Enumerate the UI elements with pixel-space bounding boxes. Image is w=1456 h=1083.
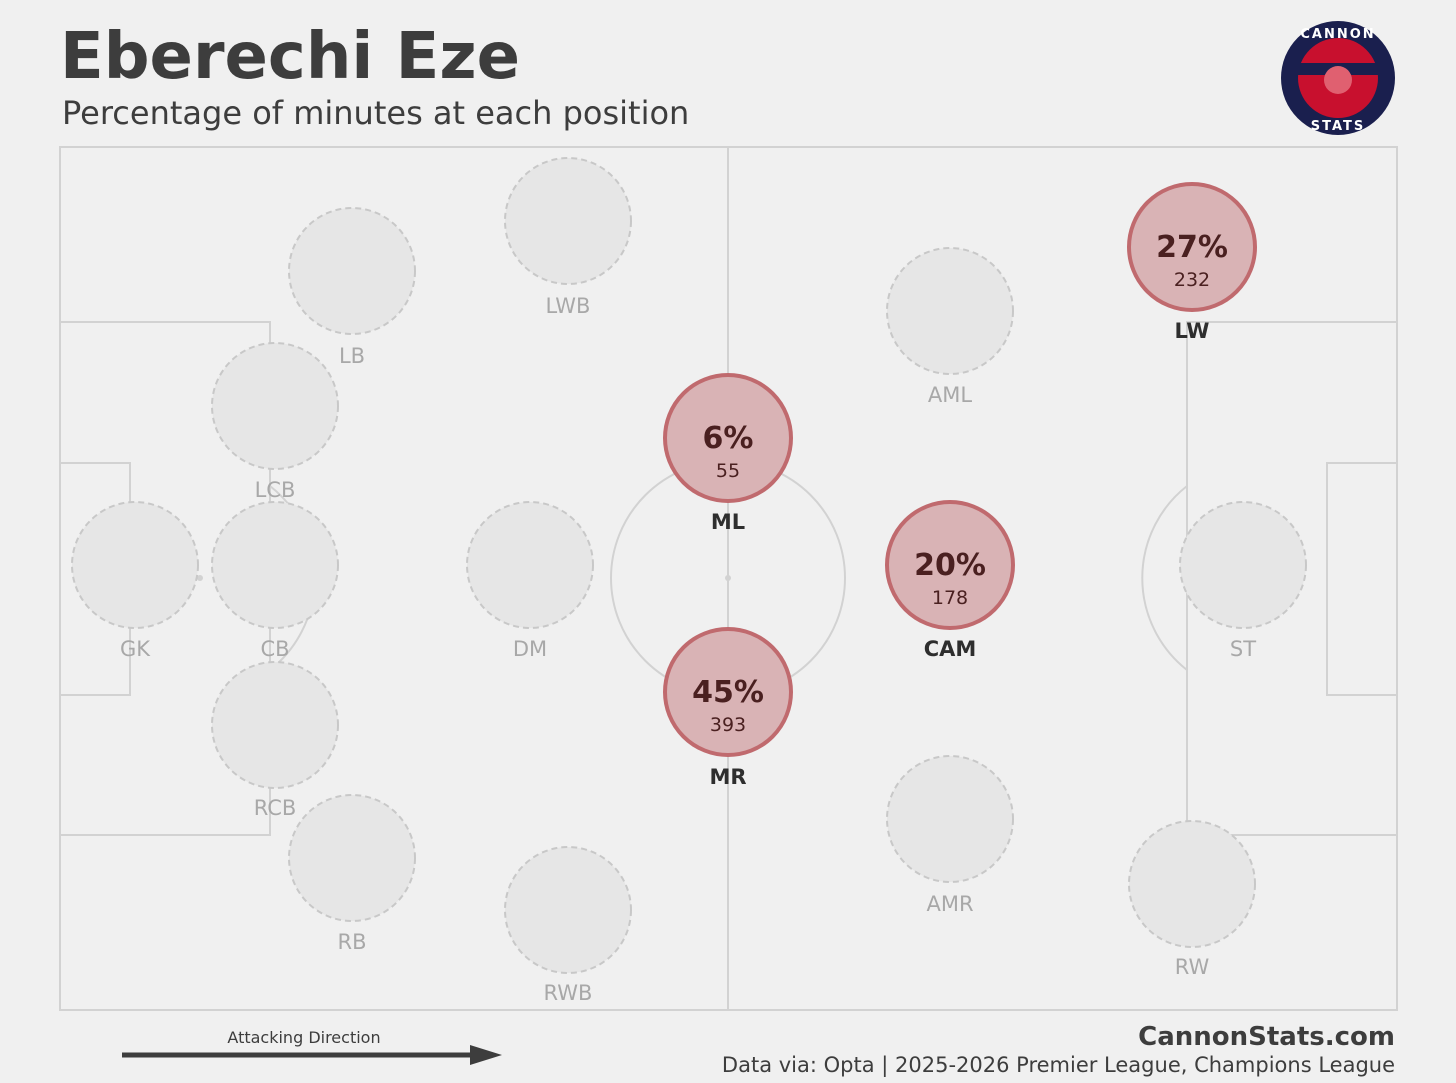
direction-label: Attacking Direction	[227, 1028, 380, 1047]
position-label: LCB	[255, 478, 296, 502]
title: Eberechi Eze	[60, 20, 520, 94]
position-circle	[71, 501, 199, 629]
logo-top: CANNON	[1300, 27, 1375, 42]
position-circle	[288, 794, 416, 922]
position-circle	[1179, 501, 1307, 629]
position-circle	[288, 207, 416, 335]
position-share: 20%	[914, 548, 986, 583]
site: CannonStats.com	[1138, 1022, 1395, 1052]
position-label: LW	[1175, 319, 1210, 343]
position-label: GK	[120, 637, 151, 661]
position-share: 45%	[692, 675, 764, 710]
logo-bottom: STATS	[1311, 119, 1366, 134]
position-circle-active	[885, 500, 1015, 630]
position-circle	[211, 501, 339, 629]
position-minutes: 232	[1174, 269, 1210, 291]
position-label: RCB	[254, 796, 297, 820]
position-label: AMR	[926, 892, 973, 916]
position-label: LB	[339, 344, 365, 368]
position-label: ST	[1230, 637, 1256, 661]
subtitle: Percentage of minutes at each position	[62, 94, 689, 132]
position-circle	[211, 342, 339, 470]
arrow-head	[470, 1045, 502, 1065]
position-circle	[211, 661, 339, 789]
right-arc	[1141, 485, 1188, 671]
position-circle	[466, 501, 594, 629]
position-minutes: 178	[932, 587, 968, 609]
position-circle-active	[1127, 182, 1257, 312]
source: Data via: Opta | 2025-2026 Premier Leagu…	[722, 1053, 1395, 1078]
position-share: 6%	[703, 421, 754, 456]
positions: GK LCB CB RCB LB RB LWB RWB DM ML 6% 55 MR 45% 393 AML C…	[71, 157, 1307, 1005]
position-label: LWB	[546, 294, 591, 318]
right-six	[1326, 462, 1398, 696]
logo: CANNON STATS	[1281, 21, 1395, 135]
position-label: CAM	[924, 637, 977, 661]
position-minutes: 55	[716, 460, 740, 482]
position-circle	[886, 755, 1014, 883]
position-label: DM	[513, 637, 547, 661]
position-circle-active	[663, 627, 793, 757]
position-circle-active	[663, 373, 793, 503]
position-label: CB	[260, 637, 289, 661]
position-circle	[1128, 820, 1256, 948]
position-label: ML	[711, 510, 745, 534]
position-label: AML	[928, 383, 972, 407]
position-label: RWB	[544, 981, 593, 1005]
center-spot	[725, 575, 731, 581]
position-share: 27%	[1156, 230, 1228, 265]
position-circle	[504, 157, 632, 285]
position-circle	[504, 846, 632, 974]
logo-emblem	[1324, 66, 1352, 94]
left-spot	[197, 575, 203, 581]
position-circle	[886, 247, 1014, 375]
position-label: RW	[1175, 955, 1210, 979]
position-label: MR	[709, 765, 746, 789]
position-minutes: 393	[710, 714, 746, 736]
position-label: RB	[338, 930, 367, 954]
